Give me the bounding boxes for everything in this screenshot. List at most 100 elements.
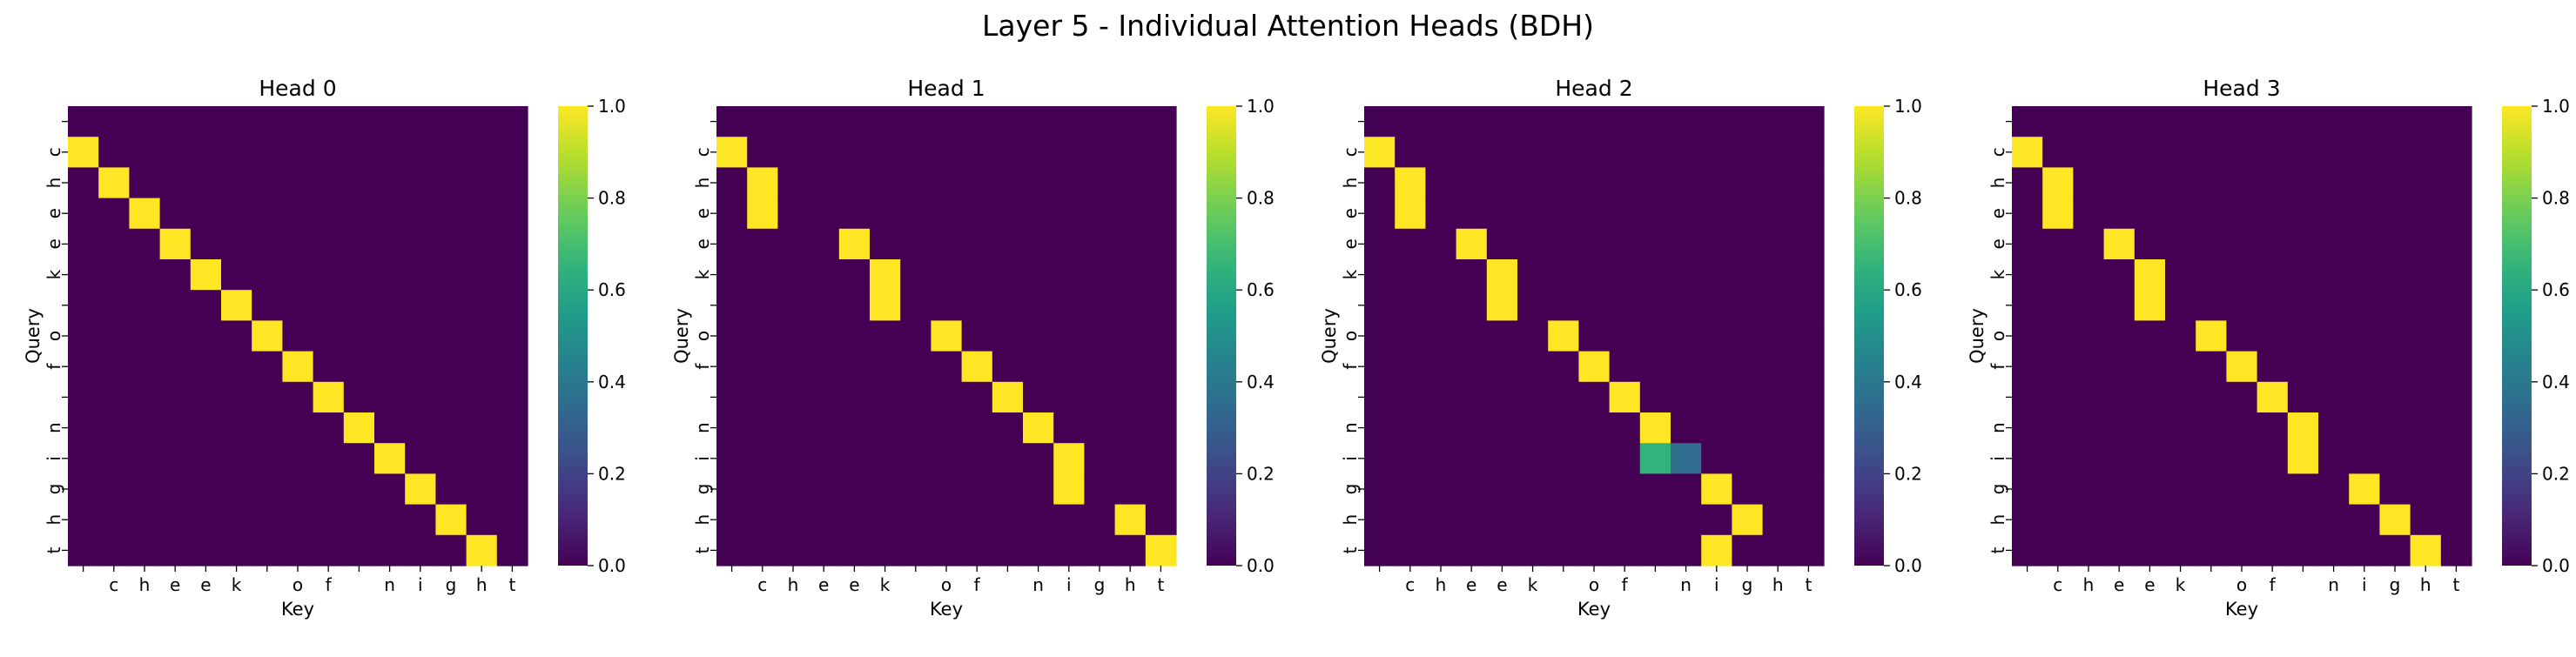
heatmap-cell (931, 198, 963, 230)
heatmap-cell (777, 351, 810, 383)
heatmap-cell (374, 320, 406, 352)
heatmap-cell (1486, 351, 1518, 383)
heatmap-cell (2134, 504, 2166, 536)
heatmap-cell (1425, 534, 1457, 566)
heatmap-cell (1792, 137, 1825, 168)
y-tick-label: g (1340, 484, 1361, 495)
heatmap-cell (2410, 473, 2442, 506)
heatmap-cell (1023, 534, 1054, 566)
heatmap-cell (1762, 473, 1794, 506)
heatmap-cell (159, 198, 192, 230)
heatmap-cell (1732, 320, 1764, 352)
heatmap-cell (777, 167, 810, 199)
heatmap-cell (992, 290, 1024, 321)
heatmap-cell (777, 473, 810, 506)
heatmap-cell (1762, 504, 1794, 536)
heatmap-cell (2318, 106, 2350, 137)
colorbar-tick-label: 0.0 (1247, 555, 1275, 576)
y-tick-label: t (692, 546, 713, 553)
heatmap-cell (931, 167, 963, 199)
heatmap-cell (159, 290, 192, 321)
heatmap-cell (747, 106, 778, 137)
heatmap-cell (1732, 412, 1764, 444)
heatmap-cell (1578, 320, 1611, 352)
heatmap-cell (2349, 320, 2380, 352)
heatmap-cell (343, 443, 375, 474)
heatmap-cell (435, 381, 467, 413)
heatmap-cell (1671, 473, 1702, 506)
heatmap-cell (2379, 290, 2411, 321)
heatmap-cell (2134, 473, 2166, 506)
heatmap-cell (808, 290, 840, 321)
heatmap-cell (2196, 534, 2227, 566)
heatmap-cell (374, 259, 406, 291)
heatmap-cell (1084, 412, 1116, 444)
heatmap-cell (2012, 137, 2043, 168)
heatmap-cell (1114, 443, 1147, 474)
heatmap-cell (1114, 290, 1147, 321)
heatmap-cell (496, 198, 528, 230)
heatmap-cell (221, 320, 252, 352)
heatmap-cell (1517, 351, 1549, 383)
heatmap-cell (1701, 381, 1732, 413)
heatmap-cell (1578, 106, 1611, 137)
heatmap-cell (2318, 167, 2350, 199)
heatmap-cell (1548, 351, 1579, 383)
heatmap-cell (1486, 320, 1518, 352)
heatmap-cell (1023, 167, 1054, 199)
heatmap-cell (313, 473, 345, 506)
heatmap-cell (992, 381, 1024, 413)
heatmap-cell (129, 534, 161, 566)
heatmap-cell (2042, 412, 2074, 444)
y-tick-label: g (44, 484, 64, 495)
heatmap-cell (68, 228, 99, 260)
y-tick-label: e (692, 208, 713, 218)
heatmap-cell (1792, 504, 1825, 536)
heatmap-cell (870, 351, 901, 383)
y-tick-label: i (1987, 456, 2008, 461)
heatmap-cell (374, 381, 406, 413)
heatmap-cell (2165, 381, 2196, 413)
heatmap-cell (466, 137, 498, 168)
heatmap-cell (1578, 473, 1611, 506)
heatmap-cell (1609, 504, 1641, 536)
heatmap-cell (129, 106, 161, 137)
heatmap-cell (2226, 351, 2258, 383)
heatmap-cell (1114, 473, 1147, 506)
heatmap-cell (2073, 473, 2105, 506)
heatmap-cell (2379, 106, 2411, 137)
heatmap-cell (1053, 106, 1085, 137)
heatmap-cell (1762, 381, 1794, 413)
heatmap-cell (190, 137, 222, 168)
y-tick-label: i (44, 456, 64, 461)
x-tick-label: k (880, 574, 891, 595)
heatmap-cell (2165, 473, 2196, 506)
heatmap-cell (129, 290, 161, 321)
y-axis-label: Query (671, 308, 692, 364)
heatmap-cell (808, 443, 840, 474)
heatmap-cell (435, 473, 467, 506)
heatmap-cell (1395, 259, 1426, 291)
heatmap-cell (2012, 290, 2043, 321)
x-tick-label: k (1528, 574, 1538, 595)
heatmap-cell (1639, 534, 1671, 566)
heatmap-cell (1053, 290, 1085, 321)
heatmap-cell (2287, 290, 2319, 321)
heatmap-cell (808, 412, 840, 444)
heatmap-cell (252, 228, 283, 260)
heatmap-cell (282, 412, 314, 444)
y-tick-label: e (44, 208, 64, 218)
heatmap-cell (1517, 381, 1549, 413)
heatmap-cell (435, 443, 467, 474)
heatmap-cell (1425, 198, 1457, 230)
y-tick-label: g (692, 484, 713, 495)
colorbar-tick-label: 1.0 (1247, 96, 1275, 117)
heatmap-cell (1053, 443, 1085, 474)
heatmap-cell (1395, 198, 1426, 230)
heatmap-cell (1084, 504, 1116, 536)
x-tick-label: e (1497, 574, 1507, 595)
heatmap-cell (1671, 534, 1702, 566)
heatmap-cell (221, 228, 252, 260)
heatmap-cell (1364, 412, 1396, 444)
heatmap-cell (2287, 106, 2319, 137)
